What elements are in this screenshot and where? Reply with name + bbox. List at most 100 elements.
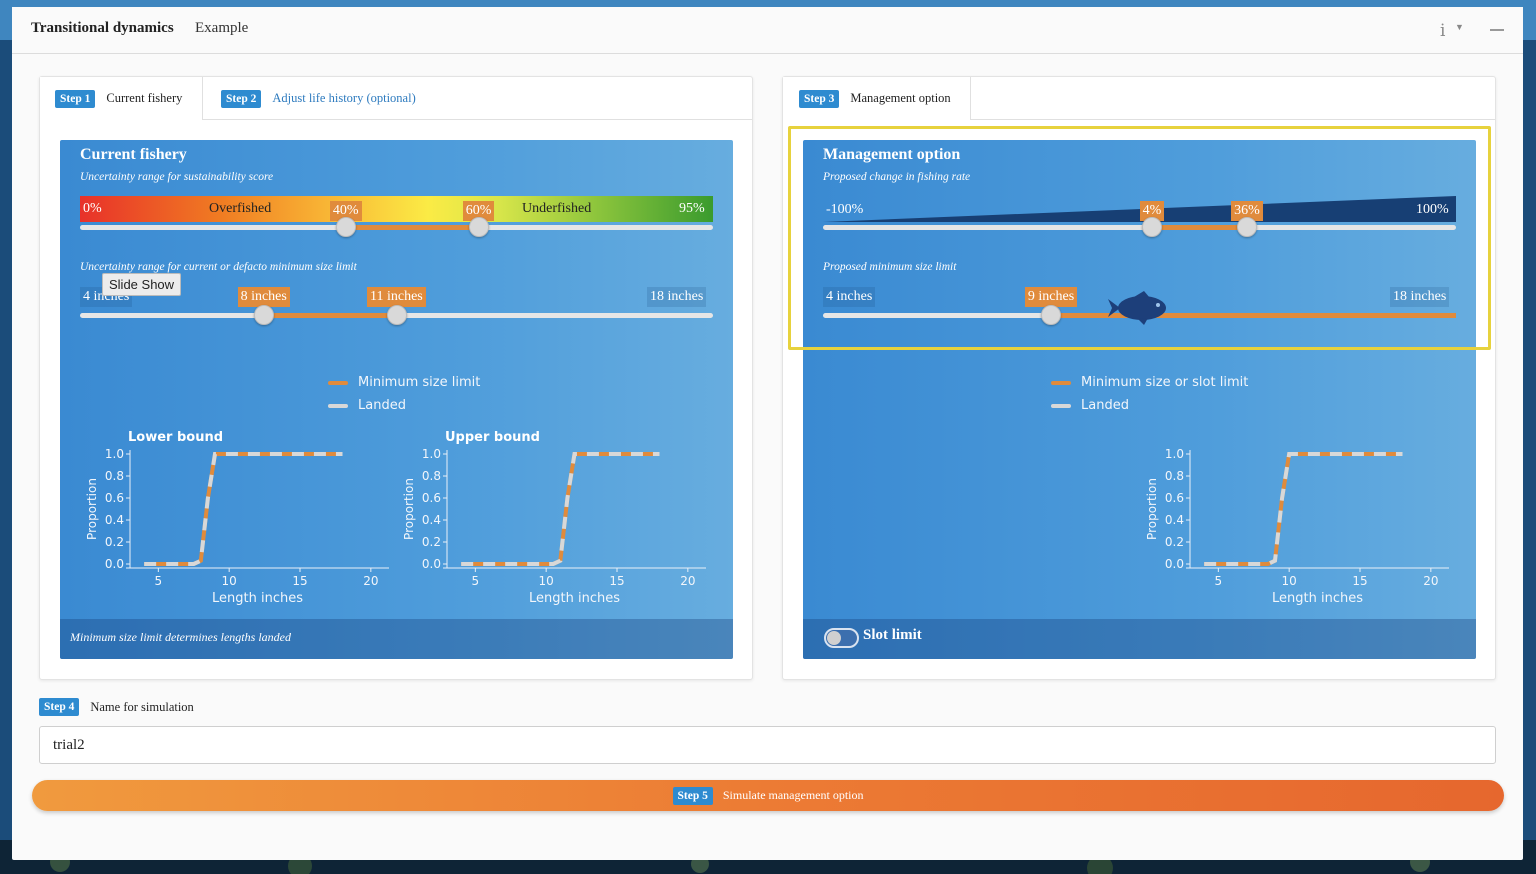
- info-icon[interactable]: i: [1440, 21, 1446, 41]
- y-tick-label: 0.4: [105, 513, 124, 527]
- legend-swatch-min-size: [1051, 380, 1071, 385]
- min-size-subtitle: Proposed minimum size limit: [823, 261, 957, 273]
- highlight-box: [788, 126, 1491, 350]
- x-tick-label: 20: [680, 574, 695, 588]
- slide-show-tooltip: Slide Show: [102, 273, 182, 296]
- size-low-handle[interactable]: [253, 305, 274, 325]
- slot-limit-toggle[interactable]: [824, 628, 859, 648]
- slot-limit-label: Slot limit: [863, 627, 922, 643]
- app-subtitle: Example: [195, 20, 249, 36]
- title-bar: Transitional dynamics Example i ▼: [12, 7, 1523, 54]
- upper-bound-chart: 0.0 0.2 0.4 0.6 0.8 1.0 5 10 15 20 Length inches Pr…: [402, 447, 706, 606]
- sustainability-score-bar: 0% Overfished Underfished 95%: [80, 196, 713, 222]
- rate-low-handle[interactable]: [1142, 217, 1163, 237]
- fishing-rate-wedge: [823, 196, 1456, 222]
- simulate-label: Simulate management option: [722, 788, 864, 802]
- score-high-handle[interactable]: [468, 217, 489, 237]
- panel-title: Management option: [823, 146, 961, 163]
- panel-title: Current fishery: [80, 146, 187, 163]
- x-axis-label: Length inches: [1272, 591, 1363, 606]
- size-subtitle: Uncertainty range for current or defacto…: [80, 261, 357, 273]
- series-line-limit: [144, 452, 343, 566]
- y-tick-label: 0.0: [422, 557, 441, 571]
- y-tick-label: 0.2: [105, 535, 124, 549]
- x-tick-label: 5: [1215, 574, 1223, 588]
- score-subtitle: Uncertainty range for sustainability sco…: [80, 171, 274, 183]
- tab-management-option-label: Management option: [850, 91, 951, 105]
- y-axis-label: Proportion: [1145, 478, 1159, 540]
- rate-high-value: 36%: [1231, 201, 1263, 221]
- simulate-button[interactable]: Step 5 Simulate management option: [32, 780, 1504, 811]
- step5-badge: Step 5: [672, 786, 713, 805]
- size-high-handle[interactable]: [386, 305, 407, 325]
- series-line-landed: [461, 452, 660, 566]
- x-tick-label: 10: [222, 574, 237, 588]
- y-tick-label: 0.2: [422, 535, 441, 549]
- y-tick-label: 0.2: [1165, 535, 1184, 549]
- min-size-slider-range: [1050, 313, 1456, 318]
- legend-label: Landed: [358, 398, 406, 413]
- size-low-value: 8 inches: [237, 287, 290, 307]
- legend-item: Landed: [1051, 394, 1248, 417]
- score-high-value: 60%: [462, 201, 495, 221]
- min-size-min-label: 4 inches: [823, 287, 876, 307]
- tab-adjust-life-history-label: Adjust life history (optional): [272, 91, 416, 105]
- caret-down-icon[interactable]: ▼: [1455, 22, 1464, 32]
- score-max-label: 95%: [679, 201, 705, 216]
- y-tick-label: 0.6: [105, 491, 124, 505]
- x-axis-label: Length inches: [212, 591, 303, 606]
- left-tabbar: Step 1 Current fishery Step 2 Adjust lif…: [40, 77, 752, 120]
- legend-label: Minimum size or slot limit: [1081, 375, 1249, 390]
- simulation-name-input[interactable]: [39, 726, 1496, 764]
- right-panel-footer: Slot limit: [803, 619, 1476, 659]
- score-low-value: 40%: [329, 201, 362, 221]
- y-tick-label: 0.4: [422, 513, 441, 527]
- y-tick-label: 0.4: [1165, 513, 1184, 527]
- rate-slider-track[interactable]: [823, 225, 1456, 230]
- rate-high-handle[interactable]: [1237, 217, 1258, 237]
- minimize-icon[interactable]: [1490, 29, 1504, 31]
- y-tick-label: 1.0: [1165, 447, 1184, 461]
- legend-label: Landed: [1081, 398, 1129, 413]
- left-legend: Minimum size limit Landed: [328, 371, 480, 417]
- min-size-max-label: 18 inches: [1390, 287, 1450, 307]
- y-tick-label: 1.0: [422, 447, 441, 461]
- management-option-panel: Management option Proposed change in fis…: [803, 140, 1476, 659]
- x-tick-label: 10: [539, 574, 554, 588]
- zone-underfished-label: Underfished: [522, 201, 592, 216]
- legend-item: Minimum size limit: [328, 371, 480, 394]
- x-tick-label: 5: [155, 574, 163, 588]
- tab-current-fishery[interactable]: Step 1 Current fishery: [40, 77, 203, 120]
- management-option-card: Step 3 Management option Management opti…: [782, 76, 1496, 680]
- footer-text: Minimum size limit determines lengths la…: [70, 630, 291, 644]
- x-tick-label: 15: [609, 574, 624, 588]
- legend-swatch-min-size: [328, 380, 348, 385]
- y-tick-label: 0.0: [105, 557, 124, 571]
- tab-adjust-life-history[interactable]: Step 2 Adjust life history (optional): [203, 77, 443, 120]
- y-tick-label: 0.8: [422, 469, 441, 483]
- left-panel-footer: Minimum size limit determines lengths la…: [60, 619, 733, 659]
- legend-swatch-landed: [328, 403, 348, 408]
- x-tick-label: 15: [292, 574, 307, 588]
- size-max-label: 18 inches: [647, 287, 707, 307]
- x-tick-label: 20: [1423, 574, 1438, 588]
- y-tick-label: 0.8: [105, 469, 124, 483]
- y-axis-label: Proportion: [402, 478, 416, 540]
- x-axis-label: Length inches: [529, 591, 620, 606]
- series-line-limit: [1204, 452, 1403, 566]
- x-tick-label: 15: [1352, 574, 1367, 588]
- y-tick-label: 0.8: [1165, 469, 1184, 483]
- score-slider-range: [345, 225, 479, 230]
- score-low-handle[interactable]: [335, 217, 356, 237]
- series-line-landed: [1204, 452, 1403, 566]
- rate-max-label: 100%: [1416, 202, 1449, 217]
- min-size-handle[interactable]: [1040, 305, 1061, 325]
- app-title: Transitional dynamics: [31, 20, 174, 36]
- tab-management-option[interactable]: Step 3 Management option: [783, 77, 971, 120]
- right-tabbar: Step 3 Management option: [783, 77, 1495, 120]
- step1-badge: Step 1: [55, 89, 96, 108]
- legend-item: Landed: [328, 394, 480, 417]
- min-size-value: 9 inches: [1024, 287, 1078, 307]
- step2-badge: Step 2: [221, 89, 262, 108]
- toggle-knob: [827, 631, 841, 645]
